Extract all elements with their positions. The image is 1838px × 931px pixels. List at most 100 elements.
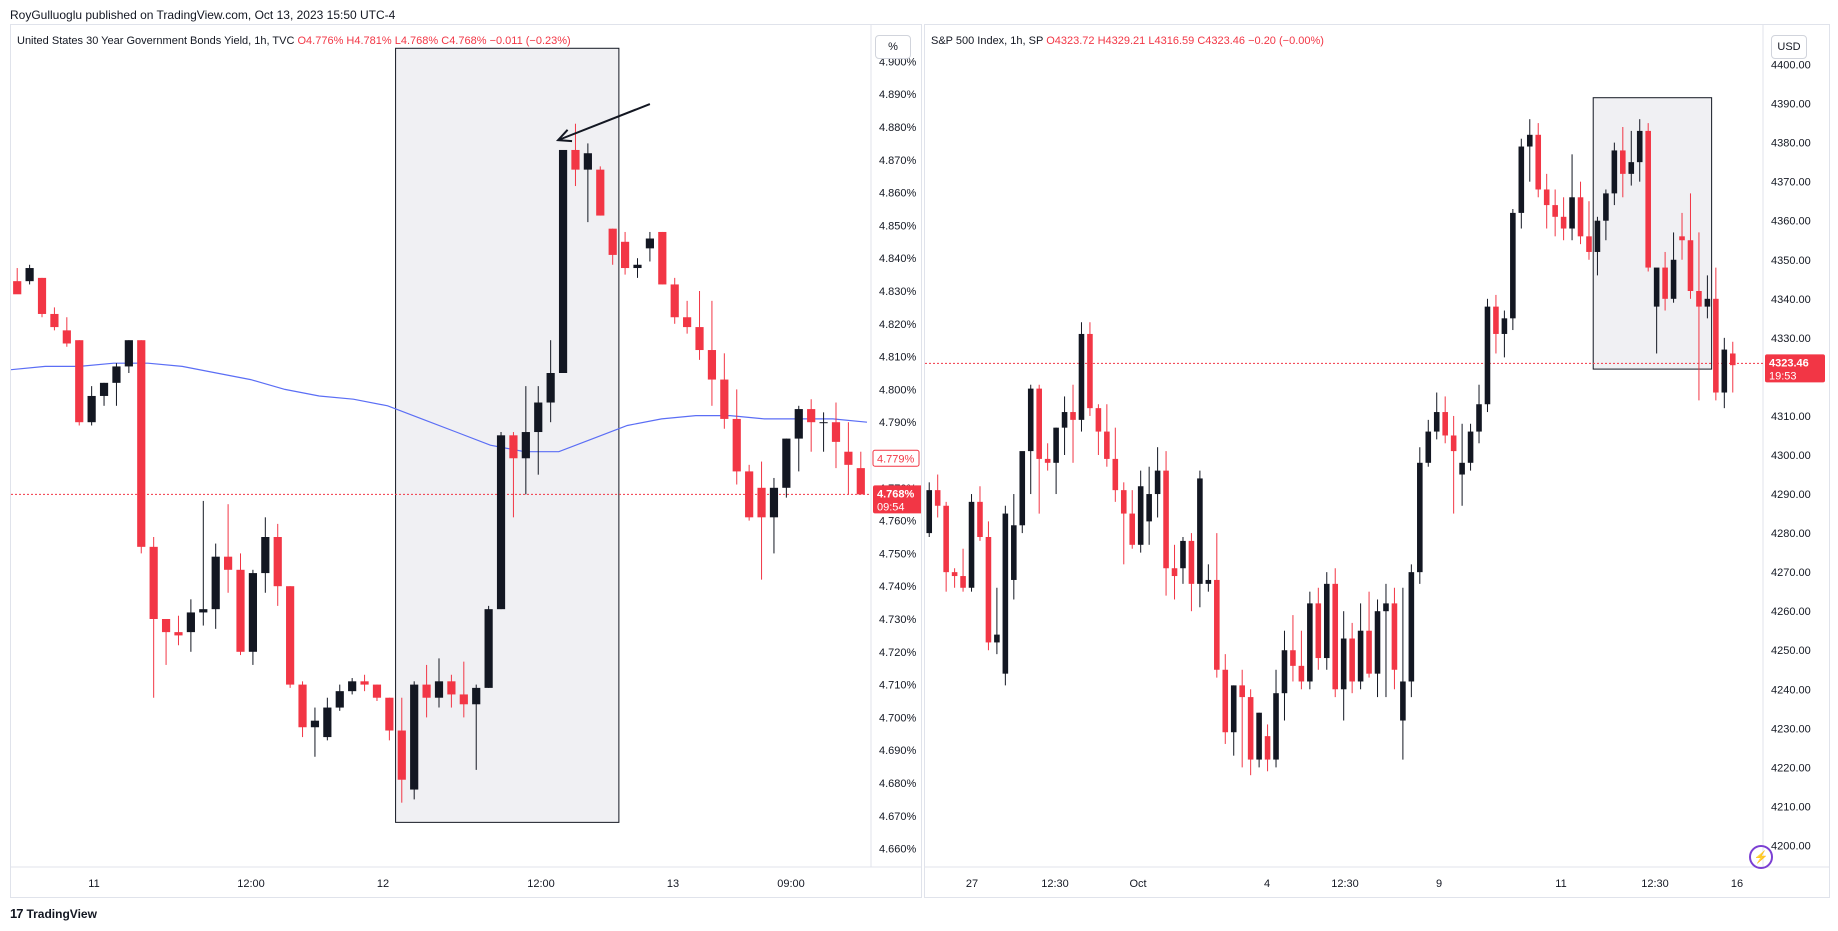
candle-body bbox=[1501, 318, 1508, 334]
y-tick-label: 4290.00 bbox=[1771, 489, 1811, 501]
candle-body bbox=[422, 684, 431, 698]
candle-body bbox=[1027, 388, 1034, 452]
y-tick-label: 4330.00 bbox=[1771, 333, 1811, 345]
sp500-legend: S&P 500 Index, 1h, SP O4323.72 H4329.21 … bbox=[931, 35, 1324, 47]
candle-body bbox=[1104, 431, 1110, 459]
x-tick-label: 09:00 bbox=[777, 878, 805, 890]
candle-body bbox=[1620, 150, 1626, 174]
y-tick-label: 4.790% bbox=[879, 417, 917, 429]
legend-symbol-name[interactable]: S&P 500 Index, 1h, SP bbox=[931, 35, 1044, 47]
candle-body bbox=[62, 330, 71, 344]
y-tick-label: 4270.00 bbox=[1771, 567, 1811, 579]
candle-body bbox=[608, 228, 617, 255]
candle-body bbox=[1594, 220, 1601, 252]
candle-body bbox=[1383, 603, 1389, 612]
candle-body bbox=[348, 681, 357, 692]
candle-body bbox=[1349, 638, 1355, 682]
tradingview-brand: TradingView bbox=[26, 906, 97, 921]
candle-body bbox=[1569, 197, 1575, 229]
candle-body bbox=[360, 681, 369, 685]
candle-body bbox=[261, 537, 270, 574]
candle-body bbox=[1070, 412, 1076, 420]
y-tick-label: 4.680% bbox=[879, 778, 917, 790]
candle-body bbox=[1214, 579, 1220, 670]
y-tick-label: 4.660% bbox=[879, 844, 917, 856]
candle-body bbox=[596, 169, 605, 216]
candle-body bbox=[186, 612, 195, 633]
candle-body bbox=[856, 468, 865, 495]
candle-body bbox=[1679, 236, 1685, 241]
y-tick-label: 4.750% bbox=[879, 548, 917, 560]
candle-body bbox=[1222, 669, 1229, 733]
candle-body bbox=[161, 619, 171, 633]
y-tick-label: 4.690% bbox=[879, 745, 917, 757]
legend-symbol-name[interactable]: United States 30 Year Government Bonds Y… bbox=[17, 35, 295, 47]
candle-body bbox=[1137, 486, 1144, 545]
candle-body bbox=[1687, 240, 1694, 291]
legend-close: C4.768% bbox=[441, 35, 487, 47]
lightning-icon[interactable]: ⚡ bbox=[1749, 845, 1773, 869]
y-tick-label: 4.820% bbox=[879, 319, 917, 331]
candle-body bbox=[1315, 603, 1322, 659]
candle-body bbox=[1230, 685, 1237, 733]
x-tick-label: 9 bbox=[1436, 878, 1442, 890]
candle-body bbox=[1417, 462, 1423, 573]
y-tick-label: 4.720% bbox=[879, 647, 917, 659]
candle-body bbox=[1112, 458, 1119, 491]
legend-change: −0.011 (−0.23%) bbox=[489, 35, 571, 47]
candle-body bbox=[410, 684, 419, 790]
candle-body bbox=[286, 586, 295, 685]
candle-body bbox=[484, 609, 493, 688]
last-price-tag-bg bbox=[1765, 354, 1825, 383]
y-tick-label: 4.900% bbox=[879, 56, 917, 68]
candle-body bbox=[1197, 478, 1203, 584]
candle-body bbox=[977, 501, 983, 537]
highlight-rectangle bbox=[395, 47, 620, 823]
candle-body bbox=[1603, 193, 1609, 221]
y-tick-label: 4.830% bbox=[879, 286, 917, 298]
candle-body bbox=[1713, 298, 1719, 393]
x-tick-label: 4 bbox=[1264, 878, 1270, 890]
candle-body bbox=[1425, 431, 1432, 463]
candle-body bbox=[807, 409, 816, 423]
candle-body bbox=[683, 317, 692, 328]
candle-body bbox=[1154, 470, 1161, 495]
y-tick-label: 4.810% bbox=[879, 352, 917, 364]
candle-body bbox=[1577, 197, 1584, 237]
percent-unit-button[interactable]: % bbox=[875, 35, 911, 59]
candle-body bbox=[335, 691, 344, 708]
candle-body bbox=[447, 681, 456, 695]
sp500-chart-svg[interactable]: 4400.00 4390.00 4380.00 4370.00 4360.00 4350.… bbox=[925, 25, 1829, 897]
usd-unit-button[interactable]: USD bbox=[1771, 35, 1807, 59]
legend-low: L4.768% bbox=[394, 35, 439, 47]
candle-body bbox=[1560, 216, 1567, 229]
x-tick-label: 12:30 bbox=[1331, 878, 1359, 890]
candle-body bbox=[298, 684, 307, 728]
candle-body bbox=[87, 395, 96, 423]
bond-yield-chart-svg[interactable]: 4.900% 4.890% 4.880% 4.870% 4.860% 4.850% 4.84… bbox=[11, 25, 921, 897]
candle-body bbox=[1163, 470, 1169, 569]
candle-body bbox=[583, 153, 592, 170]
candle-body bbox=[1611, 150, 1618, 194]
candle-body bbox=[620, 241, 630, 269]
candle-body bbox=[695, 327, 704, 351]
y-tick-label: 4400.00 bbox=[1771, 60, 1811, 72]
chart-pane-sp500[interactable]: 4400.00 4390.00 4380.00 4370.00 4360.00 4350.… bbox=[924, 24, 1830, 898]
candle-body bbox=[1721, 349, 1728, 393]
y-tick-label: 4210.00 bbox=[1771, 801, 1811, 813]
candle-body bbox=[1400, 681, 1406, 721]
candle-body bbox=[37, 277, 47, 314]
tradingview-logo-icon: 17 bbox=[10, 906, 24, 921]
y-tick-label: 4220.00 bbox=[1771, 762, 1811, 774]
annotation-arrow-line bbox=[557, 103, 651, 142]
candle-body bbox=[112, 366, 121, 383]
chart-pane-bond-yield[interactable]: 4.900% 4.890% 4.880% 4.870% 4.860% 4.850% 4.84… bbox=[10, 24, 922, 898]
y-tick-label: 4250.00 bbox=[1771, 645, 1811, 657]
candle-body bbox=[707, 350, 717, 380]
candle-body bbox=[831, 422, 841, 442]
candle-body bbox=[248, 573, 258, 652]
candle-body bbox=[224, 556, 233, 570]
candle-body bbox=[633, 264, 642, 269]
candle-body bbox=[99, 382, 109, 396]
candle-body bbox=[1129, 513, 1136, 545]
